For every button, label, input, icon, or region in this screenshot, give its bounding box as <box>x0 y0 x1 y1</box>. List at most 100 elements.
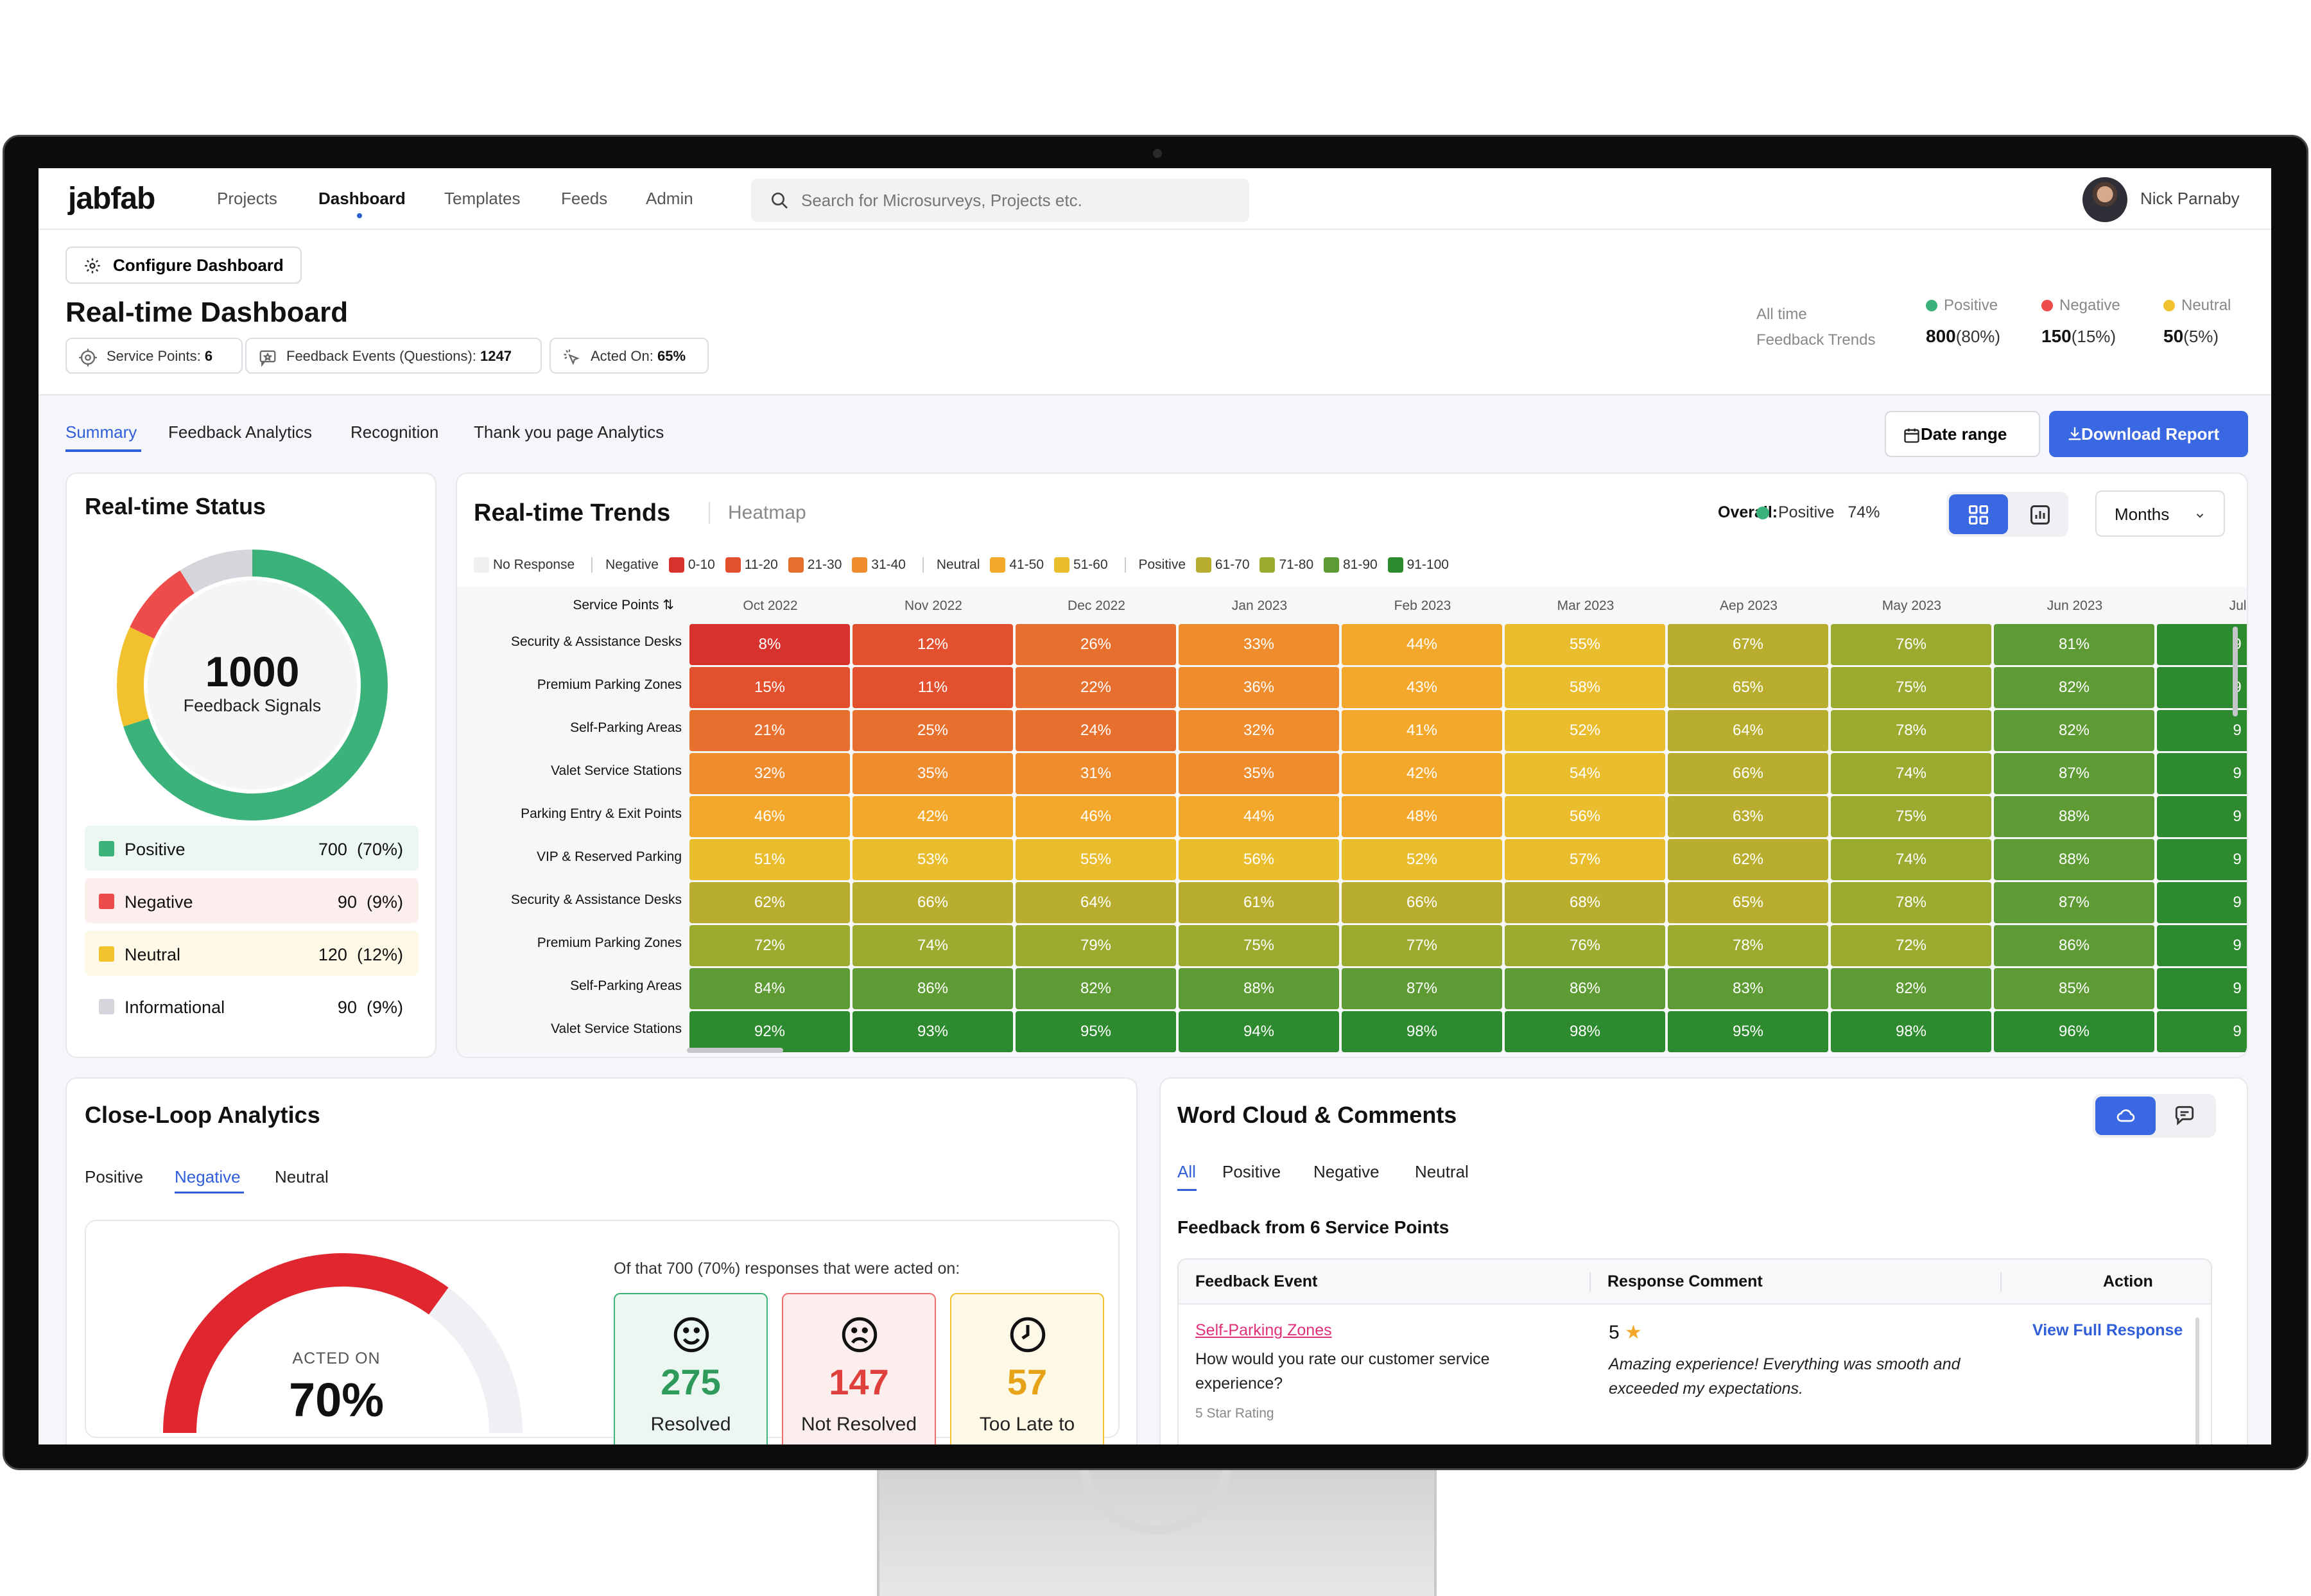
heatmap-cell[interactable]: 15% <box>689 667 850 708</box>
heatmap-cell[interactable]: 8% <box>689 624 850 665</box>
heatmap-cell[interactable]: 32% <box>1179 710 1339 751</box>
heatmap-cell[interactable]: 66% <box>1668 753 1828 794</box>
heatmap-cell[interactable]: 52% <box>1342 839 1502 880</box>
heatmap-cell[interactable]: 87% <box>1342 968 1502 1009</box>
heatmap-cell[interactable]: 48% <box>1342 796 1502 837</box>
heatmap-cell[interactable]: 43% <box>1342 667 1502 708</box>
heatmap-cell[interactable]: 51% <box>689 839 850 880</box>
heatmap-cell[interactable]: 32% <box>689 753 850 794</box>
heatmap-cell[interactable]: 88% <box>1179 968 1339 1009</box>
heatmap-cell[interactable]: 74% <box>853 925 1013 966</box>
heatmap-cell[interactable]: 83% <box>1668 968 1828 1009</box>
heatmap-cell[interactable]: 75% <box>1179 925 1339 966</box>
nav-dashboard[interactable]: Dashboard <box>318 189 406 208</box>
heatmap-cell[interactable]: 82% <box>1994 667 2154 708</box>
heatmap-cell[interactable]: 67% <box>1668 624 1828 665</box>
comments-view-button[interactable] <box>2172 1103 2197 1131</box>
heatmap-cell[interactable]: 82% <box>1016 968 1176 1009</box>
download-report-button[interactable]: Download Report <box>2049 411 2248 457</box>
heatmap-cell[interactable]: 56% <box>1505 796 1665 837</box>
heatmap-cell[interactable]: 35% <box>1179 753 1339 794</box>
heatmap-cell[interactable]: 66% <box>853 882 1013 923</box>
heatmap-cell[interactable]: 24% <box>1016 710 1176 751</box>
heatmap-cell[interactable]: 75% <box>1831 667 1991 708</box>
heatmap-cell[interactable]: 96% <box>1994 1011 2154 1052</box>
heatmap-cell[interactable]: 35% <box>853 753 1013 794</box>
tab-summary[interactable]: Summary <box>65 422 137 442</box>
heatmap-cell[interactable]: 44% <box>1342 624 1502 665</box>
heatmap-cell[interactable]: 86% <box>853 968 1013 1009</box>
heatmap-cell[interactable]: 11% <box>853 667 1013 708</box>
logo[interactable]: jabfab <box>68 182 155 216</box>
wc-tab-all[interactable]: All <box>1177 1162 1196 1181</box>
heatmap-cell[interactable]: 65% <box>1668 667 1828 708</box>
heatmap-cell[interactable]: 62% <box>689 882 850 923</box>
heatmap-cell[interactable]: 41% <box>1342 710 1502 751</box>
heatmap-cell[interactable]: 64% <box>1668 710 1828 751</box>
heatmap-cell[interactable]: 78% <box>1668 925 1828 966</box>
view-full-response-link[interactable]: View Full Response <box>2032 1321 2183 1339</box>
heatmap-cell[interactable]: 42% <box>1342 753 1502 794</box>
heatmap-cell[interactable]: 75% <box>1831 796 1991 837</box>
cl-tab-neutral[interactable]: Neutral <box>275 1167 329 1186</box>
heatmap-cell[interactable]: 64% <box>1016 882 1176 923</box>
heatmap-cell[interactable]: 46% <box>1016 796 1176 837</box>
heatmap-cell[interactable]: 21% <box>689 710 850 751</box>
status-row-negative[interactable]: Negative 90 (9%) <box>85 878 419 923</box>
bar-chart-view-button[interactable] <box>2029 503 2052 530</box>
cl-tab-positive[interactable]: Positive <box>85 1167 144 1186</box>
heatmap-cell[interactable]: 22% <box>1016 667 1176 708</box>
heatmap-cell[interactable]: 9 <box>2157 710 2247 751</box>
heatmap-cell[interactable]: 9 <box>2157 667 2247 708</box>
date-range-button[interactable]: Date range <box>1885 411 2040 457</box>
configure-dashboard-button[interactable]: Configure Dashboard <box>65 247 302 284</box>
heatmap-cell[interactable]: 82% <box>1994 710 2154 751</box>
heatmap-cell[interactable]: 98% <box>1342 1011 1502 1052</box>
heatmap-cell[interactable]: 9 <box>2157 624 2247 665</box>
wc-tab-neutral[interactable]: Neutral <box>1415 1162 1469 1181</box>
heatmap-cell[interactable]: 74% <box>1831 753 1991 794</box>
period-select[interactable]: Months <box>2095 490 2225 537</box>
cloud-view-button[interactable] <box>2095 1097 2156 1135</box>
heatmap-cell[interactable]: 79% <box>1016 925 1176 966</box>
heatmap-cell[interactable]: 95% <box>1016 1011 1176 1052</box>
heatmap-cell[interactable]: 88% <box>1994 796 2154 837</box>
wc-tab-positive[interactable]: Positive <box>1222 1162 1281 1181</box>
grid-view-button[interactable] <box>1949 494 2008 534</box>
nav-admin[interactable]: Admin <box>646 189 693 208</box>
heatmap-cell[interactable]: 92% <box>689 1011 850 1052</box>
tab-feedback-analytics[interactable]: Feedback Analytics <box>168 422 313 442</box>
wc-tab-negative[interactable]: Negative <box>1313 1162 1380 1181</box>
heatmap-cell[interactable]: 93% <box>853 1011 1013 1052</box>
heatmap-cell[interactable]: 25% <box>853 710 1013 751</box>
heatmap-cell[interactable]: 87% <box>1994 882 2154 923</box>
heatmap-cell[interactable]: 82% <box>1831 968 1991 1009</box>
heatmap-cell[interactable]: 9 <box>2157 968 2247 1009</box>
heatmap-cell[interactable]: 12% <box>853 624 1013 665</box>
heatmap-cell[interactable]: 76% <box>1505 925 1665 966</box>
heatmap-cell[interactable]: 72% <box>1831 925 1991 966</box>
heatmap-cell[interactable]: 66% <box>1342 882 1502 923</box>
heatmap-cell[interactable]: 31% <box>1016 753 1176 794</box>
not-resolved-box[interactable]: 147 Not Resolved <box>782 1293 936 1444</box>
status-row-positive[interactable]: Positive 700 (70%) <box>85 826 419 871</box>
user-name[interactable]: Nick Parnaby <box>2140 189 2240 208</box>
heatmap-cell[interactable]: 86% <box>1994 925 2154 966</box>
nav-templates[interactable]: Templates <box>444 189 521 208</box>
heatmap-cell[interactable]: 36% <box>1179 667 1339 708</box>
heatmap-cell[interactable]: 78% <box>1831 710 1991 751</box>
heatmap-cell[interactable]: 61% <box>1179 882 1339 923</box>
horizontal-scrollbar[interactable] <box>687 1048 783 1053</box>
vertical-scrollbar[interactable] <box>2233 627 2238 716</box>
heatmap-cell[interactable]: 26% <box>1016 624 1176 665</box>
status-row-neutral[interactable]: Neutral 120 (12%) <box>85 931 419 976</box>
nav-feeds[interactable]: Feeds <box>561 189 608 208</box>
heatmap-cell[interactable]: 84% <box>689 968 850 1009</box>
heatmap-cell[interactable]: 78% <box>1831 882 1991 923</box>
heatmap-cell[interactable]: 94% <box>1179 1011 1339 1052</box>
heatmap-cell[interactable]: 68% <box>1505 882 1665 923</box>
status-row-informational[interactable]: Informational 90 (9%) <box>85 984 419 1028</box>
heatmap-cell[interactable]: 9 <box>2157 796 2247 837</box>
donut-segment-neutral[interactable] <box>117 550 388 820</box>
heatmap-cell[interactable]: 87% <box>1994 753 2154 794</box>
